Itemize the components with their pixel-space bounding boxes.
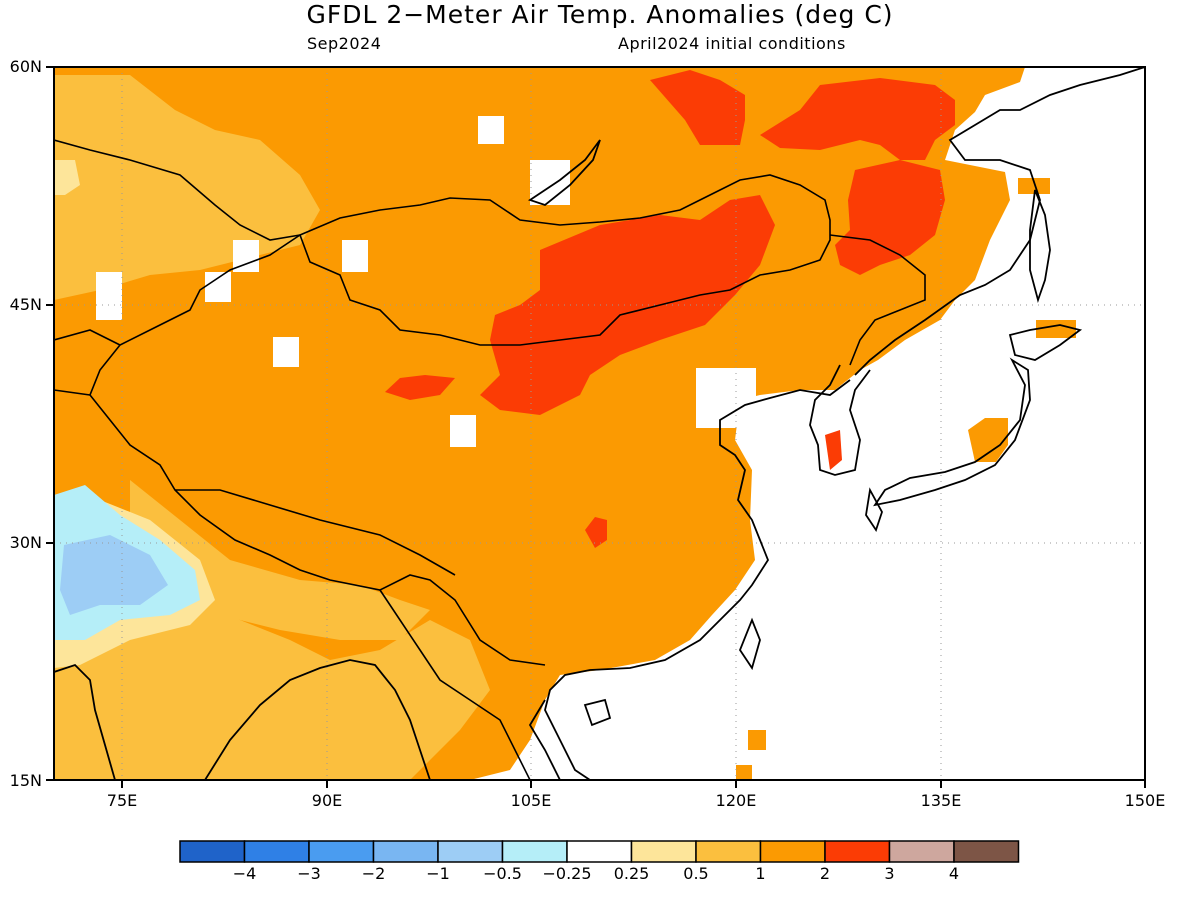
central-asia-border [54,329,121,396]
colorbar-swatch [630,840,697,863]
initial-conditions-label: April2024 initial conditions [618,34,846,53]
colorbar-label: 2 [820,864,830,883]
lat-lon-grid [54,67,1145,780]
colorbar-label: 0.5 [683,864,708,883]
lon-tick-label: 105E [511,791,552,810]
political-borders [54,139,926,780]
taiwan [738,617,761,671]
lon-tick-labels: 75E 90E 105E 120E 135E 150E [107,791,1166,810]
white-cell-lake-2 [342,240,368,272]
myanmar-border [379,589,531,780]
sakhalin [1029,189,1051,304]
white-cell-lake-1 [478,116,504,144]
red-region-siberia [760,78,955,160]
korea-peninsula [809,364,871,476]
colorbar-label: −4 [233,864,257,883]
colorbar-label: 0.25 [614,864,650,883]
colorbar [179,840,1020,863]
white-cell-lake-6 [450,415,476,447]
bay-of-bengal-coast [204,659,431,780]
month-label: Sep2024 [307,34,382,53]
colorbar-swatch [372,840,439,863]
white-cell-lake-5 [273,337,299,367]
red-region-mongolia [480,195,775,415]
frame-ticks [46,66,1146,788]
colorbar-swatch [501,840,568,863]
china-east-coast [544,379,851,780]
red-region-sichuan [585,517,607,548]
red-region-korea [825,430,842,470]
baikal [527,139,601,207]
colorbar-swatch [759,840,826,863]
colorbar-swatch [824,840,891,863]
colorbar-swatch [953,840,1020,863]
russia-east-coast [854,67,1145,376]
colorbar-label: −0.5 [483,864,522,883]
red-region-northeast [650,70,745,145]
lon-tick-label: 135E [921,791,962,810]
lat-tick-label: 45N [10,295,42,314]
honshu [873,357,1031,507]
white-cell-lake-3 [96,272,122,320]
orange-cells-japan [968,418,1008,462]
colorbar-label: −0.25 [542,864,591,883]
colorbar-label: 4 [949,864,959,883]
red-region-manchuria [835,160,945,275]
lon-tick-label: 75E [107,791,137,810]
lat-tick-label: 15N [10,771,42,790]
coastlines [54,67,1145,780]
colorbar-swatch [243,840,310,863]
colorbar-swatch [695,840,762,863]
chart-title: GFDL 2−Meter Air Temp. Anomalies (deg C) [306,0,894,29]
white-cell-bohai [696,368,756,428]
colorbar-swatch [179,840,246,863]
map-body [54,67,1076,780]
orange-cell-taiwan [748,730,766,750]
colorbar-label: 3 [884,864,894,883]
orange-cell-hokkaido [1036,320,1076,338]
mongolia-border [298,174,831,346]
light-orange-region-india [54,600,490,780]
colorbar-swatch [308,840,375,863]
colorbar-label: −3 [297,864,321,883]
lat-tick-label: 30N [10,533,42,552]
orange-cell-philippines [736,765,752,780]
colorbar-label: −1 [426,864,450,883]
blue-region [60,535,168,615]
indochina-coast [528,699,561,780]
colorbar-swatch [888,840,955,863]
lon-tick-label: 120E [716,791,757,810]
colorbar-swatch [437,840,504,863]
colorbar-swatch [566,840,633,863]
lat-tick-label: 60N [10,57,42,76]
orange-cell-kamchatka-south [1018,178,1050,194]
india-west-coast [54,663,116,780]
lon-tick-label: 150E [1125,791,1166,810]
white-cell-lake-baikal [530,160,570,205]
china-north-border [829,234,926,366]
kazakh-border [54,139,301,241]
kyushu [865,487,883,533]
hokkaido [1008,324,1083,361]
colorbar-label: −2 [362,864,386,883]
white-cell-lake-7 [205,272,231,302]
colorbar-labels: −4 −3 −2 −1 −0.5 −0.25 0.25 0.5 1 2 3 4 [233,864,959,883]
yellow-patch-north [54,160,80,195]
lon-tick-label: 90E [312,791,342,810]
hainan [583,698,612,727]
colorbar-label: 1 [755,864,765,883]
red-region-gansu [385,375,455,400]
map-frame [53,66,1146,781]
tibet-border [175,489,456,576]
lat-tick-labels: 60N 45N 30N 15N [10,57,42,790]
